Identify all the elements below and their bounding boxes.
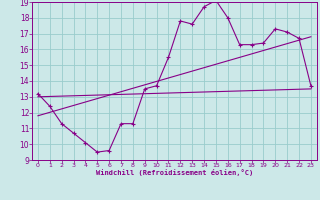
X-axis label: Windchill (Refroidissement éolien,°C): Windchill (Refroidissement éolien,°C) (96, 169, 253, 176)
